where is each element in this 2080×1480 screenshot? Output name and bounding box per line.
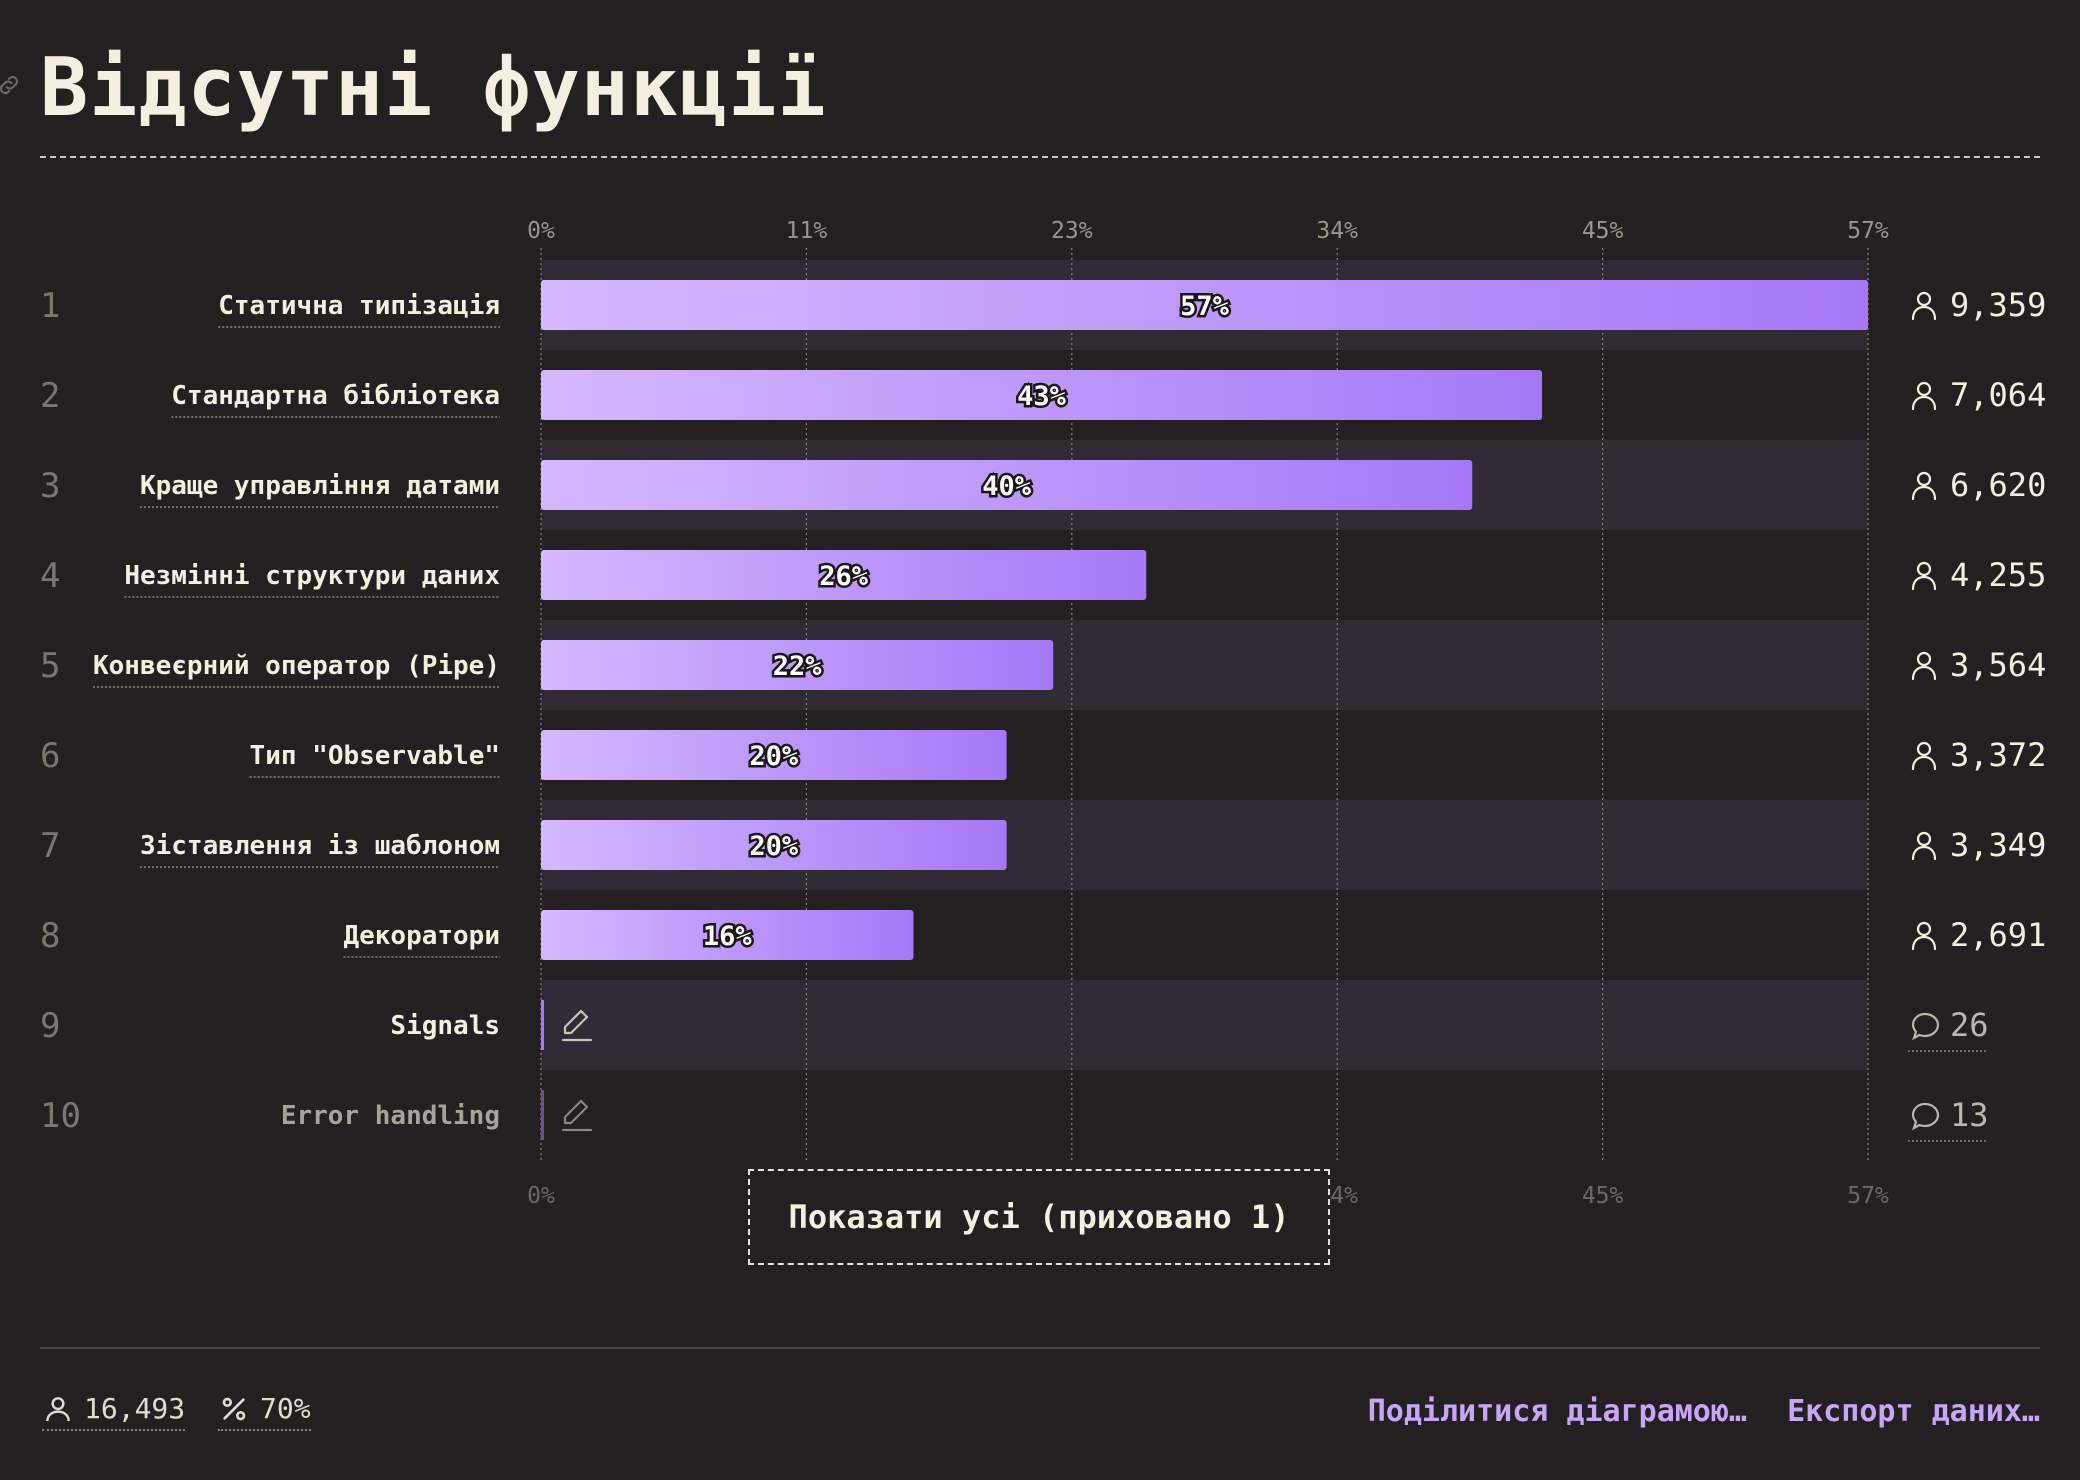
category-label[interactable]: Краще управління датами (140, 471, 500, 501)
respondents-stat[interactable]: 16,493 (42, 1392, 186, 1431)
rank-number: 5 (40, 646, 60, 686)
bar-value-label: 43% (1017, 381, 1067, 412)
person-icon (1911, 651, 1937, 681)
percent-icon (222, 1397, 246, 1420)
x-tick-label: 0% (527, 218, 555, 244)
bar[interactable] (541, 640, 1054, 690)
person-icon (1911, 291, 1937, 321)
bar[interactable] (541, 280, 1868, 330)
bar[interactable] (541, 370, 1543, 420)
category-label[interactable]: Декоратори (343, 921, 500, 951)
page-title: Відсутні функції (40, 41, 827, 134)
category-label[interactable]: Error handling (281, 1101, 500, 1131)
bar-stub (541, 1090, 544, 1140)
respondent-count: 2,691 (1950, 916, 2046, 954)
bar-value-label: 20% (749, 831, 799, 862)
person-icon (1911, 741, 1937, 771)
x-tick-label: 23% (1051, 218, 1093, 244)
respondent-count: 3,349 (1950, 826, 2046, 864)
missing-features-chart: 0%0%11%11%23%23%34%34%45%45%57%57%1Стати… (40, 218, 2046, 1209)
bar-value-label: 57% (1180, 291, 1230, 322)
x-tick-label: 34% (1316, 218, 1358, 244)
share-chart-link[interactable]: Поділитися діаграмою… (1367, 1394, 1747, 1429)
comment-count[interactable]: 13 (1950, 1096, 1989, 1134)
rank-number: 9 (40, 1006, 60, 1046)
person-icon (1911, 561, 1937, 591)
category-label[interactable]: Конвеєрний оператор (Pipe) (93, 651, 500, 681)
category-label[interactable]: Signals (390, 1011, 500, 1041)
show-all-button[interactable]: Показати усі (приховано 1) (748, 1169, 1330, 1265)
comment-count[interactable]: 26 (1950, 1006, 1989, 1044)
bar-value-label: 26% (819, 561, 869, 592)
pencil-icon[interactable] (561, 1099, 593, 1132)
percent-value: 70% (260, 1392, 311, 1425)
respondent-count: 3,372 (1950, 736, 2046, 774)
respondent-count: 9,359 (1950, 286, 2046, 324)
bar-value-label: 40% (982, 471, 1032, 502)
x-tick-label: 57% (1847, 218, 1889, 244)
comment-icon (1911, 1102, 1940, 1131)
respondent-count: 4,255 (1950, 556, 2046, 594)
rank-number: 7 (40, 826, 60, 866)
bar-value-label: 22% (773, 651, 823, 682)
x-tick-label-bottom: 45% (1582, 1183, 1624, 1209)
person-icon (1911, 381, 1937, 411)
person-icon (46, 1396, 70, 1421)
x-tick-label: 45% (1582, 218, 1624, 244)
respondent-count: 6,620 (1950, 466, 2046, 504)
category-label[interactable]: Стандартна бібліотека (171, 381, 500, 411)
rank-number: 3 (40, 466, 60, 506)
pencil-icon[interactable] (561, 1009, 593, 1042)
link-icon[interactable] (0, 72, 22, 98)
bar[interactable] (541, 460, 1473, 510)
person-icon (1911, 921, 1937, 951)
rank-number: 6 (40, 736, 60, 776)
person-icon (1911, 831, 1937, 861)
x-tick-label: 11% (786, 218, 828, 244)
bar[interactable] (541, 910, 914, 960)
respondent-count: 3,564 (1950, 646, 2046, 684)
bar-value-label: 20% (749, 741, 799, 772)
respondents-count: 16,493 (84, 1392, 186, 1425)
rank-number: 1 (40, 286, 60, 326)
category-label[interactable]: Зіставлення із шаблоном (140, 831, 500, 861)
bar-stub (541, 1000, 544, 1050)
bar[interactable] (541, 730, 1007, 780)
bar[interactable] (541, 550, 1147, 600)
rank-number: 4 (40, 556, 60, 596)
category-label[interactable]: Тип "Observable" (250, 741, 500, 771)
bar[interactable] (541, 820, 1007, 870)
footer-divider (40, 1347, 2040, 1349)
respondent-count: 7,064 (1950, 376, 2046, 414)
person-icon (1911, 471, 1937, 501)
bar-value-label: 16% (703, 921, 753, 952)
category-label[interactable]: Статична типізація (218, 291, 500, 321)
rank-number: 8 (40, 916, 60, 956)
export-data-link[interactable]: Експорт даних… (1787, 1394, 2040, 1429)
rank-number: 10 (40, 1096, 81, 1136)
percent-stat[interactable]: 70% (218, 1392, 311, 1431)
comment-icon (1911, 1012, 1940, 1041)
x-tick-label-bottom: 0% (527, 1183, 555, 1209)
rank-number: 2 (40, 376, 60, 416)
category-label[interactable]: Незмінні структури даних (124, 561, 500, 591)
x-tick-label-bottom: 57% (1847, 1183, 1889, 1209)
row-stripe (541, 980, 1868, 1070)
title-divider (40, 156, 2040, 158)
